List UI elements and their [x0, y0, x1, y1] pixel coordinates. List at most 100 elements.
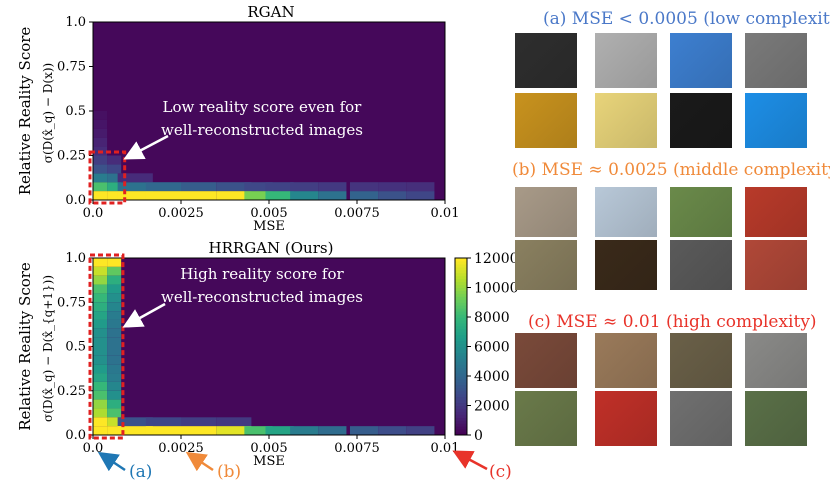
heatmap-cell — [93, 155, 108, 165]
x-tick-label: 0.0025 — [158, 441, 204, 456]
heatmap-cell — [93, 319, 108, 329]
y-tick-label: 0.75 — [57, 60, 86, 75]
colorbar-step — [455, 337, 467, 342]
heatmap-cell — [216, 417, 252, 427]
heatmap-cell — [93, 328, 108, 338]
group-caption: (c) MSE ≈ 0.01 (high complexity) — [528, 312, 817, 332]
heatmap-cell — [107, 319, 122, 329]
colorbar-step — [455, 417, 467, 421]
heatmap-cell — [378, 191, 407, 200]
heatmap-cell — [290, 426, 319, 435]
y-tick-label: 1.0 — [65, 15, 86, 30]
colorbar-step — [455, 340, 467, 345]
thumbnail-image — [670, 333, 732, 388]
heatmap-cell — [93, 119, 108, 129]
colorbar-step — [455, 387, 467, 392]
heatmap-cell — [93, 293, 108, 303]
colorbar-step — [455, 402, 467, 406]
colorbar-step — [455, 287, 467, 291]
heatmap-cell — [265, 191, 294, 200]
heatmap-cell — [93, 408, 108, 418]
colorbar-step — [455, 296, 467, 300]
colorbar-step — [455, 396, 467, 401]
x-tick-label: 0.01 — [431, 441, 460, 456]
heatmap-cell — [244, 191, 273, 200]
colorbar-step — [455, 317, 467, 321]
heatmap-cell — [107, 364, 122, 374]
thumbnail-image — [595, 240, 657, 290]
x-tick-label: 0.01 — [431, 206, 460, 221]
group-caption: (b) MSE ≈ 0.0025 (middle complexity) — [512, 160, 830, 180]
thumbnail-image — [595, 33, 657, 88]
colorbar-step — [455, 355, 467, 359]
y-axis-formula: σ(D(x̂_q) − D(x̂_{q+1})) — [41, 275, 55, 422]
heatmap-cell — [378, 426, 407, 435]
heatmap-cell — [378, 182, 407, 192]
colorbar-tick-label: 0 — [474, 428, 483, 444]
y-tick-label: 0.75 — [57, 295, 86, 310]
thumbnail-image — [670, 93, 732, 148]
colorbar-step — [455, 420, 467, 424]
heatmap-cell — [290, 191, 319, 200]
heatmap-cell — [93, 284, 108, 294]
colorbar-tick-label: 8000 — [474, 310, 510, 326]
heatmap-cell — [93, 302, 108, 312]
heatmap-cell — [107, 381, 122, 391]
annotation-line-1: High reality score for — [180, 265, 344, 283]
x-tick-label: 0.0075 — [334, 206, 380, 221]
heatmap-cell — [107, 355, 122, 365]
plot-title: HRRGAN (Ours) — [209, 239, 334, 257]
colorbar-step — [455, 426, 467, 430]
thumbnail-image — [595, 93, 657, 148]
heatmap-cell — [93, 364, 108, 374]
colorbar-tick-label: 2000 — [474, 399, 510, 415]
colorbar-step — [455, 349, 467, 353]
heatmap-cell — [181, 182, 217, 192]
heatmap-cell — [265, 426, 294, 435]
marker-label-c: (c) — [489, 462, 512, 482]
thumbnail-image — [670, 187, 732, 237]
heatmap-cell — [406, 182, 435, 192]
heatmap-cell — [93, 337, 108, 347]
colorbar-step — [455, 393, 467, 398]
marker-arrow-a — [97, 451, 126, 472]
x-tick-label: 0.0 — [83, 206, 104, 221]
thumbnail-image — [745, 240, 807, 290]
thumbnail-image — [670, 240, 732, 290]
colorbar-step — [455, 293, 467, 297]
colorbar-step — [455, 322, 467, 327]
thumbnail-image — [745, 33, 807, 88]
colorbar-step — [455, 376, 467, 380]
heatmap-cell — [145, 417, 181, 427]
heatmap-cell — [107, 284, 122, 294]
colorbar-step — [455, 325, 467, 330]
heatmap-cell — [318, 191, 347, 200]
x-tick-label: 0.0075 — [334, 441, 380, 456]
heatmap-cell — [107, 328, 122, 338]
colorbar-step — [455, 311, 467, 315]
heatmap-cell — [107, 164, 122, 174]
heatmap-cell — [117, 417, 153, 427]
heatmap-cell — [107, 311, 122, 320]
thumbnail-image — [515, 33, 577, 88]
x-axis-label: MSE — [253, 454, 285, 469]
colorbar-step — [455, 384, 467, 389]
colorbar-step — [455, 370, 467, 374]
heatmap-cell — [406, 426, 435, 435]
thumbnail-image — [745, 333, 807, 388]
heatmap-cell — [107, 426, 122, 435]
colorbar-step — [455, 290, 467, 294]
marker-label-a: (a) — [129, 462, 152, 482]
highlight-box — [88, 150, 127, 205]
colorbar-step — [455, 408, 467, 412]
marker-arrow-b — [185, 451, 214, 472]
x-axis-label: MSE — [253, 219, 285, 234]
heatmap-cell — [93, 417, 108, 427]
heatmap-cell — [107, 182, 122, 192]
colorbar-step — [455, 378, 467, 383]
annotation-arrow — [123, 134, 169, 160]
heatmap-cell — [117, 191, 153, 200]
y-tick-label: 0.5 — [65, 340, 86, 355]
colorbar-step — [455, 381, 467, 386]
heatmap-cell — [107, 390, 122, 400]
